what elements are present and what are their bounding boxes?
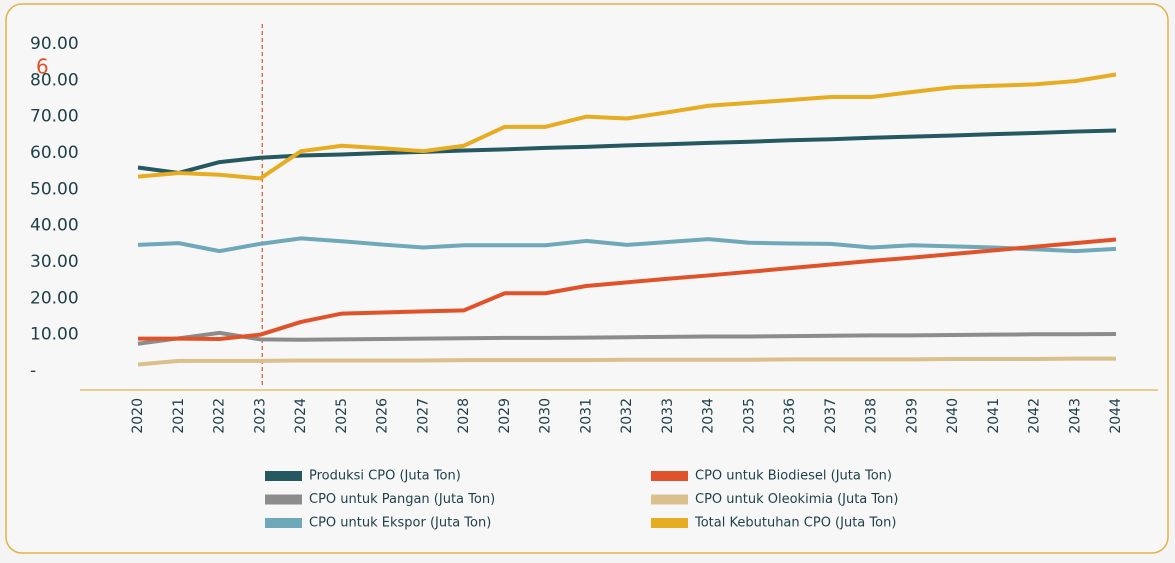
- x-tick-label: 2044: [1108, 398, 1124, 434]
- y-tick-label: 80.00: [30, 70, 79, 90]
- x-tick-label: 2022: [212, 398, 228, 434]
- legend-label: Total Kebutuhan CPO (Juta Ton): [694, 516, 896, 531]
- x-tick-label: 2031: [578, 398, 594, 434]
- x-tick-label: 2037: [823, 398, 839, 434]
- legend-swatch: [265, 494, 302, 505]
- series-line: [137, 72, 1117, 181]
- x-tick-label: 2043: [1067, 398, 1083, 434]
- series-line: [137, 236, 1117, 254]
- x-tick-label: 2026: [375, 398, 391, 434]
- series-line: [138, 237, 1117, 342]
- series-line: [137, 128, 1117, 175]
- x-tick-label: 2021: [171, 398, 187, 434]
- x-tick-label: 2023: [252, 398, 268, 434]
- x-tick-label: 2034: [701, 398, 717, 434]
- y-tick-label: 90.00: [30, 34, 79, 54]
- legend-label: CPO untuk Biodiesel (Juta Ton): [695, 469, 892, 484]
- annotation: 6: [36, 55, 49, 79]
- x-tick-label: 2036: [782, 398, 798, 434]
- frame: [5, 3, 1169, 554]
- y-tick-label: 20.00: [30, 288, 79, 308]
- legend-label: CPO untuk Oleokimia (Juta Ton): [695, 492, 898, 507]
- y-tick-label: 70.00: [30, 107, 79, 127]
- y-tick-label: 50.00: [30, 179, 79, 199]
- y-tick-label: 30.00: [30, 252, 79, 272]
- x-tick-label: 2041: [986, 398, 1002, 434]
- x-tick-label: 2035: [741, 398, 757, 434]
- x-tick-label: 2040: [945, 398, 961, 434]
- legend-swatch: [651, 471, 688, 481]
- x-tick-label: 2042: [1027, 398, 1043, 434]
- legend-swatch: [265, 518, 302, 528]
- legend-label: CPO untuk Pangan (Juta Ton): [309, 492, 495, 507]
- y-tick-label: 10.00: [30, 325, 79, 345]
- y-tick-label: 60.00: [30, 143, 79, 163]
- legend-swatch: [651, 518, 688, 528]
- x-tick-label: 2028: [456, 398, 472, 434]
- series-line: [137, 356, 1116, 367]
- legend-swatch: [651, 494, 688, 505]
- x-tick-label: 2027: [415, 398, 431, 434]
- x-tick-label: 2033: [660, 398, 676, 434]
- y-tick-label: -: [30, 361, 36, 381]
- legend-label: CPO untuk Ekspor (Juta Ton): [309, 516, 491, 531]
- x-tick-label: 2020: [130, 398, 146, 434]
- legend-label: Produksi CPO (Juta Ton): [309, 469, 461, 484]
- x-tick-label: 2039: [904, 398, 920, 434]
- x-tick-label: 2030: [538, 398, 554, 434]
- series-line: [137, 330, 1117, 346]
- x-tick-label: 2025: [334, 398, 350, 434]
- legend-swatch: [265, 471, 302, 481]
- x-tick-label: 2038: [864, 398, 880, 434]
- x-tick-label: 2029: [497, 398, 513, 434]
- x-tick-label: 2024: [293, 398, 309, 434]
- x-tick-label: 2032: [619, 398, 635, 434]
- y-tick-label: 40.00: [30, 216, 79, 236]
